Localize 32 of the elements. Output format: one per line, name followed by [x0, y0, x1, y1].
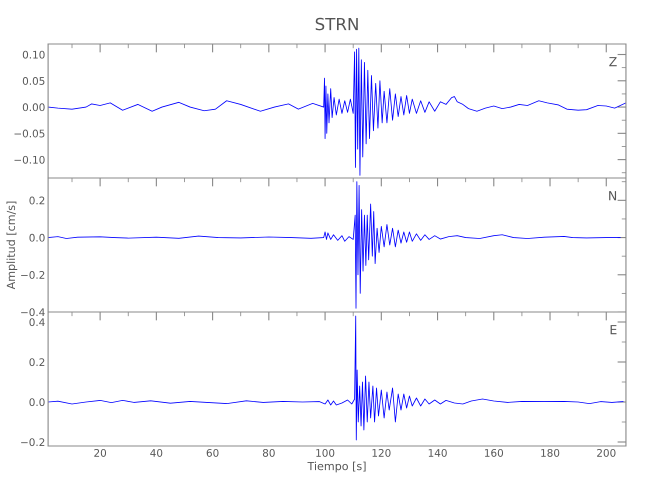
annotation: N	[609, 191, 616, 200]
x-tick-label: 200	[597, 448, 616, 457]
y-tick-label: 0.4	[29, 318, 45, 326]
y-tick-label: −0.2	[21, 271, 44, 279]
y-tick-label: −0.2	[21, 438, 44, 446]
y-tick-label: −0.05	[14, 130, 44, 138]
x-tick-label: 120	[372, 448, 391, 457]
x-tick-label: 80	[262, 448, 275, 457]
line-series	[48, 181, 621, 309]
y-axis-title: Amplitud [cm/s]	[6, 202, 18, 290]
y-tick-label: −0.4	[21, 308, 45, 316]
y-tick-label: 0.10	[22, 50, 45, 59]
annotation: Z	[609, 57, 617, 66]
y-tick-label: 0.2	[29, 196, 44, 204]
y-tick-label: 0.00	[22, 103, 45, 112]
y-tick-label: −0.10	[14, 156, 45, 164]
y-tick-label: 0.0	[29, 234, 45, 242]
y-tick-label: 0.2	[29, 358, 44, 366]
annotation: E	[610, 325, 616, 334]
y-tick-label: 0.05	[22, 77, 44, 85]
x-tick-label: 140	[428, 448, 447, 457]
x-tick-label: 160	[484, 448, 504, 457]
x-tick-label: 180	[541, 448, 560, 457]
x-tick-label: 20	[94, 448, 106, 457]
x-tick-label: 100	[316, 448, 334, 457]
line-series	[48, 316, 624, 440]
chart-title: STRN	[316, 18, 358, 30]
x-tick-label: 60	[206, 448, 219, 457]
y-tick-label: 0.0	[29, 398, 45, 406]
x-tick-label: 40	[150, 448, 162, 457]
x-axis-title: Tiempo [s]	[307, 462, 366, 472]
line-series	[48, 48, 626, 176]
